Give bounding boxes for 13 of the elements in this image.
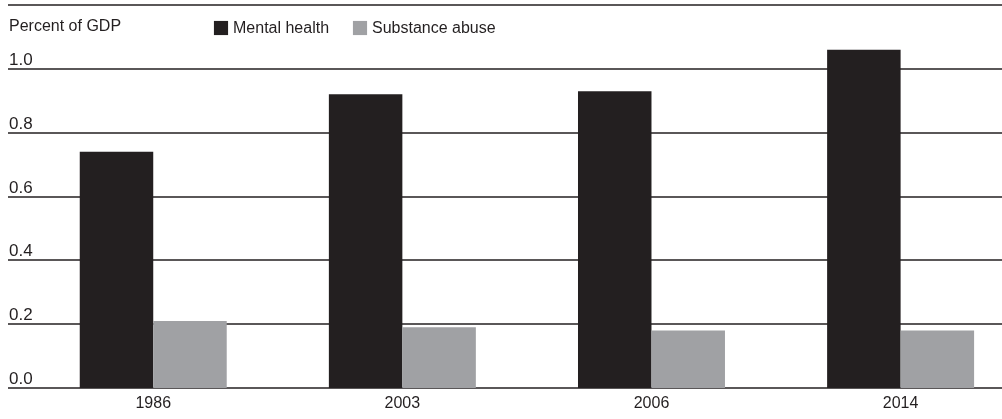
y-tick-label: 0.2 (9, 305, 33, 325)
x-tick-label: 2014 (882, 393, 919, 411)
legend-label: Substance abuse (372, 19, 496, 36)
y-tick-label: 0.8 (9, 113, 33, 133)
x-tick-label: 2003 (384, 393, 421, 411)
y-tick-label: 0.6 (9, 177, 33, 197)
x-tick-label: 1986 (135, 393, 172, 411)
y-tick-label: 0.0 (9, 369, 33, 388)
legend-label: Mental health (233, 19, 330, 36)
y-tick-label: 1.0 (9, 49, 33, 69)
x-tick-label: 2006 (633, 393, 670, 411)
y-axis-title: Percent of GDP (9, 17, 122, 34)
y-tick-label: 0.4 (9, 241, 33, 261)
